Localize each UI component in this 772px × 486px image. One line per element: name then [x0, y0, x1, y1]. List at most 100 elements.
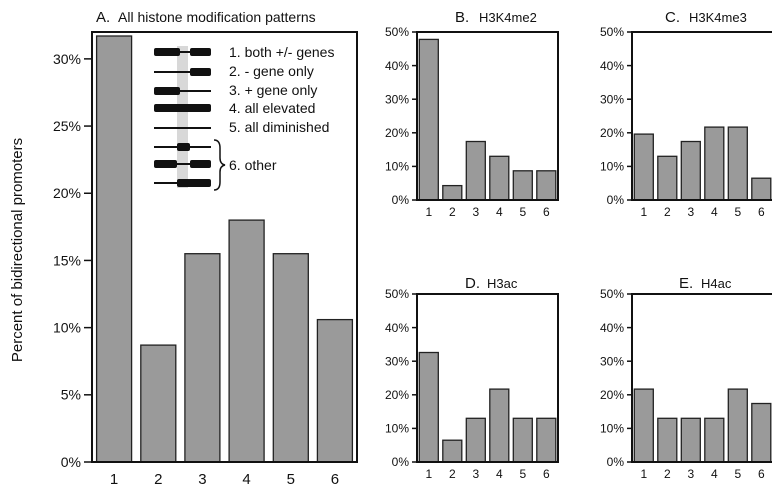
y-tick-label: 50%	[385, 25, 409, 39]
panel-title: H3K4me3	[689, 10, 747, 25]
legend: 1. both +/- genes 2. - gene only 3. + gene…	[154, 44, 334, 191]
bar	[633, 133, 654, 201]
x-tick-label: 1	[640, 205, 647, 219]
x-tick-label: 2	[449, 205, 456, 219]
y-tick-label: 15%	[53, 252, 81, 268]
legend-glyph	[154, 143, 211, 151]
y-tick-label: 50%	[385, 287, 409, 301]
x-tick-label: 5	[287, 471, 295, 486]
bar	[442, 439, 463, 463]
y-tick-label: 40%	[385, 321, 409, 335]
legend-block	[154, 104, 211, 112]
bar	[272, 253, 309, 463]
axis-frame	[91, 31, 358, 463]
axis-frame	[631, 293, 772, 463]
legend-block	[154, 160, 177, 168]
chart-panel-3: C. H3K4me3 1 2 3 4 5 6 0% 10% 20% 30% 40% 50%	[600, 9, 772, 219]
x-tick-label: 2	[154, 471, 162, 486]
x-tick-label: 6	[543, 467, 550, 481]
panel-letter: D.	[465, 275, 480, 292]
panel-letter: B.	[455, 9, 469, 26]
bar	[442, 184, 463, 201]
bar	[657, 417, 678, 463]
x-tick-label: 4	[711, 467, 718, 481]
bar	[680, 140, 701, 201]
x-tick-label: 3	[472, 467, 479, 481]
x-tick-label: 5	[734, 467, 741, 481]
x-tick-label: 4	[711, 205, 718, 219]
bar	[657, 155, 678, 201]
y-tick-label: 20%	[385, 388, 409, 402]
legend-entry: 5. all diminished	[229, 119, 329, 135]
chart-panels: A. All histone modification patterns 1 2 3 4 5…	[53, 9, 772, 486]
panel-title: All histone modification patterns	[118, 9, 316, 25]
legend-entry: 6. other	[229, 157, 277, 173]
legend-entry: 4. all elevated	[229, 100, 315, 116]
y-tick-label: 20%	[600, 126, 624, 140]
y-tick-label: 30%	[600, 354, 624, 368]
bar	[95, 35, 133, 463]
axis-frame	[416, 293, 559, 463]
y-tick-label: 0%	[607, 455, 625, 469]
y-tick-label: 30%	[385, 92, 409, 106]
legend-glyph	[154, 104, 211, 112]
x-tick-label: 4	[242, 471, 250, 486]
x-tick-label: 6	[758, 205, 765, 219]
x-tick-label: 5	[519, 205, 526, 219]
bar	[536, 170, 557, 201]
legend-glyph	[154, 179, 211, 187]
bar	[465, 417, 486, 463]
x-tick-label: 1	[110, 471, 118, 486]
bar	[418, 38, 439, 201]
y-tick-label: 30%	[385, 354, 409, 368]
x-tick-label: 3	[472, 205, 479, 219]
legend-brace	[213, 139, 226, 191]
panel-letter: C.	[665, 9, 680, 26]
y-tick-label: 40%	[600, 321, 624, 335]
y-tick-label: 10%	[600, 422, 624, 436]
y-tick-label: 20%	[600, 388, 624, 402]
y-tick-label: 10%	[53, 320, 81, 336]
bar	[727, 388, 748, 463]
y-tick-label: 0%	[607, 193, 625, 207]
legend-glyph	[154, 68, 211, 76]
x-tick-label: 1	[425, 205, 432, 219]
y-tick-label: 50%	[600, 25, 624, 39]
bar	[489, 155, 510, 201]
bar	[727, 126, 748, 201]
bar	[228, 219, 265, 463]
main-ylabel: Percent of bidirectional promoters	[9, 138, 26, 362]
bar	[184, 253, 221, 463]
legend-shade	[177, 46, 188, 188]
legend-entry: 2. - gene only	[229, 63, 314, 79]
panel-letter: E.	[679, 275, 693, 292]
y-tick-label: 0%	[61, 454, 81, 470]
y-tick-label: 40%	[600, 59, 624, 73]
panel-title: H4ac	[701, 276, 732, 291]
x-tick-label: 5	[519, 467, 526, 481]
y-tick-label: 20%	[385, 126, 409, 140]
y-tick-label: 40%	[385, 59, 409, 73]
x-tick-label: 6	[331, 471, 339, 486]
bar	[680, 417, 701, 463]
legend-entry: 1. both +/- genes	[229, 44, 334, 60]
axis-frame	[416, 31, 559, 201]
x-tick-label: 5	[734, 205, 741, 219]
x-tick-label: 6	[758, 467, 765, 481]
panel-title: H3ac	[487, 276, 518, 291]
legend-entry: 3. + gene only	[229, 82, 317, 98]
y-tick-label: 0%	[392, 455, 410, 469]
bar	[418, 351, 439, 463]
chart-panel-2: B. H3K4me2 1 2 3 4 5 6 0% 10% 20% 30% 40% 50%	[385, 9, 559, 219]
x-tick-label: 2	[664, 467, 671, 481]
legend-block	[190, 160, 211, 168]
y-tick-label: 30%	[53, 51, 81, 67]
bar	[316, 318, 354, 463]
x-tick-label: 4	[496, 205, 503, 219]
y-tick-label: 10%	[600, 160, 624, 174]
x-tick-label: 2	[664, 205, 671, 219]
legend-block	[177, 143, 190, 151]
bar	[512, 417, 533, 463]
y-tick-label: 50%	[600, 287, 624, 301]
